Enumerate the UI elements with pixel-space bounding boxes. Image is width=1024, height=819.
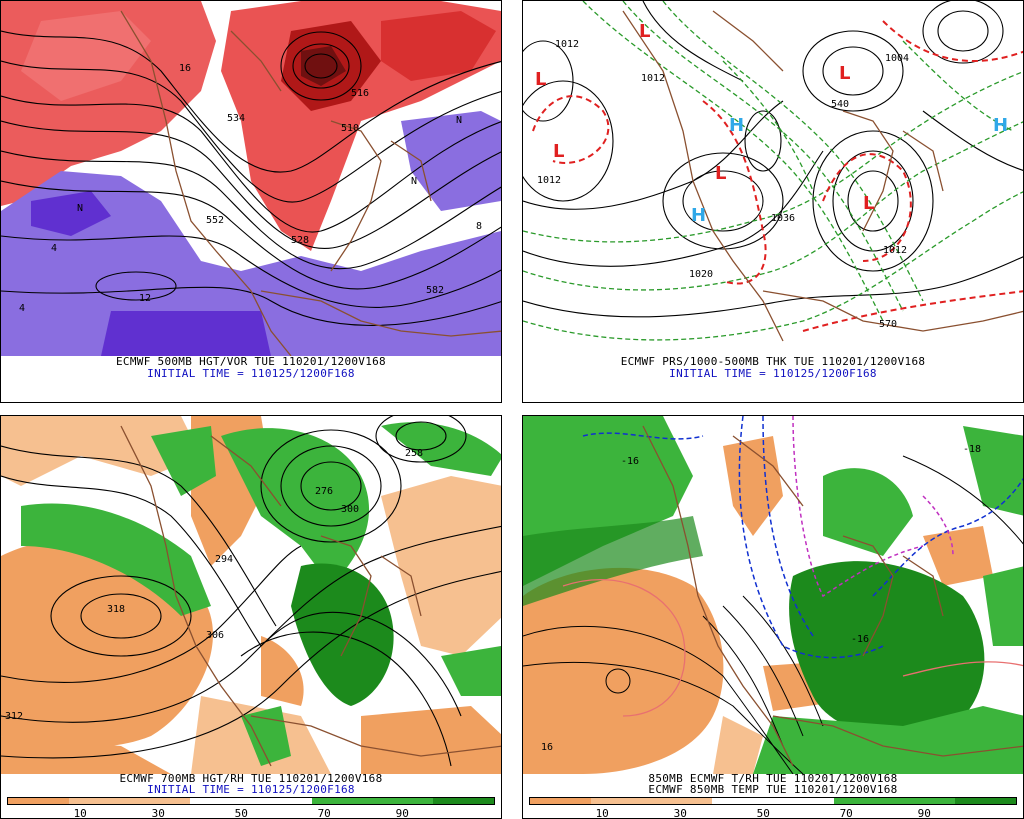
rh850-map: -16 -16 -18 16 [523, 416, 1023, 774]
panel-caption: ECMWF 500MB HGT/VOR TUE 110201/1200V168 [116, 355, 386, 368]
legend-tick: 10 [595, 807, 609, 819]
temp-label: -18 [963, 444, 981, 455]
panel-700mb-hgt-rh: 318 312 306 294 258 276 300 ECMWF 700MB … [0, 415, 502, 819]
low-pressure-icon: L [863, 193, 874, 214]
legend-ticks: 10 30 50 70 90 [529, 807, 1017, 819]
legend-tick: 10 [73, 807, 87, 819]
panel-init-time: INITIAL TIME = 110125/1200F168 [669, 367, 877, 380]
contour-label: 294 [215, 554, 233, 565]
high-pressure-icon: H [993, 115, 1008, 136]
legend-tick: 90 [917, 807, 931, 819]
panel-850mb-t-rh: -16 -16 -18 16 850MB ECMWF T/RH TUE 1102… [522, 415, 1024, 819]
low-pressure-icon: L [553, 141, 564, 162]
rh-color-legend [529, 797, 1017, 805]
vort-min-label: N [456, 115, 462, 126]
isobar-label: 1004 [885, 53, 909, 64]
contour-label: 516 [351, 88, 369, 99]
legend-tick: 70 [839, 807, 853, 819]
isobar-label: 1036 [771, 213, 795, 224]
vort-min-label: N [411, 176, 417, 187]
contour-label: 534 [227, 113, 245, 124]
legend-tick: 70 [317, 807, 331, 819]
panel-prs-thickness: 1012 1012 1012 1004 1020 1036 1012 570 5… [522, 0, 1024, 403]
vort-label: 4 [19, 303, 25, 314]
panel-init-time: INITIAL TIME = 110125/1200F168 [147, 783, 355, 796]
isobar-label: 1012 [641, 73, 665, 84]
contour-label: 510 [341, 123, 359, 134]
rh-color-legend [7, 797, 495, 805]
contour-label: 582 [426, 285, 444, 296]
contour-label: 276 [315, 486, 333, 497]
legend-tick: 50 [756, 807, 770, 819]
panel-caption: ECMWF 700MB HGT/RH TUE 110201/1200V168 [119, 772, 383, 785]
panel-500mb-hgt-vor: 510 582 534 552 528 516 N N N 4 4 8 12 1… [0, 0, 502, 403]
legend-tick: 30 [151, 807, 165, 819]
contour-label: 306 [206, 630, 224, 641]
legend-tick: 90 [395, 807, 409, 819]
legend-ticks: 10 30 50 70 90 [7, 807, 495, 819]
contour-label: 318 [107, 604, 125, 615]
pressure-map: 1012 1012 1012 1004 1020 1036 1012 570 5… [523, 1, 1023, 356]
vort-label: 8 [476, 221, 482, 232]
panel-init-time: INITIAL TIME = 110125/1200F168 [147, 367, 355, 380]
panel-subcaption: ECMWF 850MB TEMP TUE 110201/1200V168 [648, 783, 898, 796]
high-pressure-icon: H [691, 205, 706, 226]
low-pressure-icon: L [639, 21, 650, 42]
contour-label: 312 [5, 711, 23, 722]
vorticity-map: 510 582 534 552 528 516 N N N 4 4 8 12 1… [1, 1, 501, 356]
legend-tick: 30 [673, 807, 687, 819]
contour-label: 528 [291, 235, 309, 246]
legend-tick: 50 [234, 807, 248, 819]
vort-label: 4 [51, 243, 57, 254]
isobar-label: 1020 [689, 269, 713, 280]
isobar-label: 1012 [537, 175, 561, 186]
panel-caption: 850MB ECMWF T/RH TUE 110201/1200V168 [648, 772, 898, 785]
isobar-label: 1012 [883, 245, 907, 256]
temp-label: -16 [621, 456, 639, 467]
contour-label: 258 [405, 448, 423, 459]
high-pressure-icon: H [729, 115, 744, 136]
isobar-label: 1012 [555, 39, 579, 50]
contour-label: 300 [341, 504, 359, 515]
low-pressure-icon: L [715, 163, 726, 184]
thickness-label: 570 [879, 319, 897, 330]
vort-label: 16 [179, 63, 191, 74]
low-pressure-icon: L [839, 63, 850, 84]
temp-label: -16 [851, 634, 869, 645]
low-pressure-icon: L [535, 69, 546, 90]
rh700-map: 318 312 306 294 258 276 300 [1, 416, 501, 774]
temp-label: 16 [541, 742, 553, 753]
vort-min-label: N [77, 203, 83, 214]
contour-label: 552 [206, 215, 224, 226]
panel-caption: ECMWF PRS/1000-500MB THK TUE 110201/1200… [620, 355, 926, 368]
vort-label: 12 [139, 293, 151, 304]
thickness-label: 540 [831, 99, 849, 110]
